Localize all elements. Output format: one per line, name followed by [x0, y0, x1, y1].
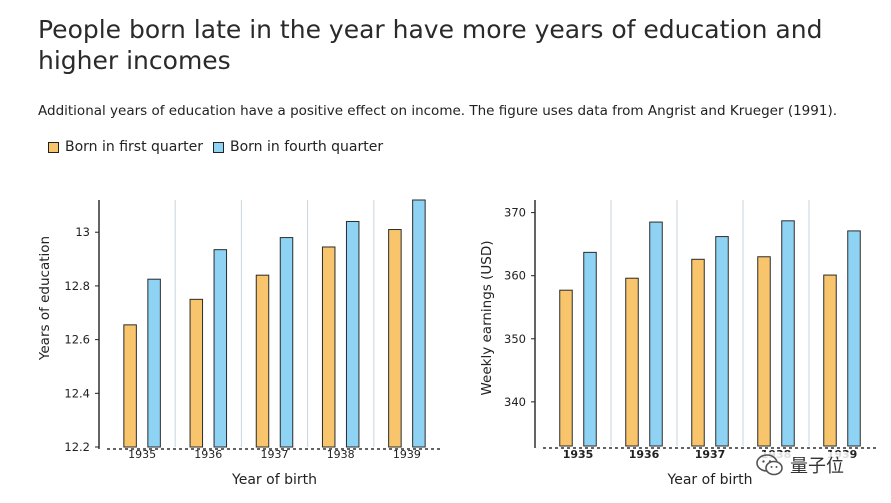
bar-first-quarter-1937	[255, 274, 270, 448]
x-tick-label: 1937	[261, 448, 289, 461]
bar-first-quarter-1935	[559, 289, 573, 447]
y-tick-label: 370	[504, 206, 526, 220]
y-tick-label: 12.2	[64, 440, 90, 454]
bar-fourth-quarter-1935	[147, 278, 161, 448]
y-tick-label: 12.6	[64, 333, 90, 347]
bar-fourth-quarter-1936	[649, 221, 663, 447]
x-tick-label: 1938	[327, 448, 355, 461]
watermark-text: 量子位	[790, 456, 844, 477]
bar-first-quarter-1936	[625, 277, 639, 447]
x-tick-label: 1935	[563, 448, 594, 461]
watermark: 量子位	[754, 452, 850, 478]
y-axis-label: Years of education	[37, 236, 53, 361]
y-tick-label: 340	[504, 395, 526, 409]
bar-fourth-quarter-1936	[213, 249, 228, 448]
bar-first-quarter-1938	[757, 256, 771, 447]
bar-first-quarter-1937	[691, 258, 705, 447]
x-axis-label: Year of birth	[667, 472, 753, 488]
bar-fourth-quarter-1939	[412, 199, 426, 448]
x-tick-label: 1936	[194, 448, 222, 461]
bar-fourth-quarter-1939	[847, 230, 861, 447]
chart-subtitle: Additional years of education have a pos…	[38, 103, 837, 119]
y-axis-label: Weekly earnings (USD)	[479, 240, 495, 395]
y-tick-label: 12.8	[64, 279, 90, 293]
legend-label-first-quarter: Born in first quarter	[65, 139, 203, 155]
bar-first-quarter-1939	[823, 274, 837, 447]
legend-item-fourth-quarter: Born in fourth quarter	[212, 139, 384, 155]
bar-fourth-quarter-1937	[715, 236, 729, 447]
y-tick-label: 12.4	[64, 386, 90, 400]
x-tick-label: 1939	[393, 448, 421, 461]
x-tick-label: 1937	[695, 448, 726, 461]
legend-item-first-quarter: Born in first quarter	[48, 139, 203, 155]
legend-swatch-first-quarter	[48, 141, 59, 153]
wechat-icon	[756, 454, 783, 476]
bar-first-quarter-1935	[123, 324, 137, 448]
x-axis-label: Year of birth	[231, 472, 317, 488]
bar-first-quarter-1938	[321, 246, 336, 448]
bar-fourth-quarter-1938	[781, 220, 795, 447]
bar-first-quarter-1936	[189, 298, 204, 448]
legend: Born in first quarter Born in fourth qua…	[48, 139, 393, 155]
y-tick-label: 13	[75, 225, 90, 239]
legend-swatch-fourth-quarter	[212, 141, 224, 153]
legend-label-fourth-quarter: Born in fourth quarter	[229, 139, 384, 155]
bar-fourth-quarter-1937	[279, 237, 294, 448]
x-tick-label: 1935	[128, 448, 156, 461]
y-tick-label: 360	[504, 269, 526, 283]
x-tick-label: 1936	[629, 448, 660, 461]
bar-fourth-quarter-1935	[583, 251, 597, 447]
bar-fourth-quarter-1938	[345, 220, 360, 448]
bar-first-quarter-1939	[388, 229, 402, 448]
chart-title: People born late in the year have more y…	[38, 15, 823, 75]
y-tick-label: 350	[504, 332, 526, 346]
